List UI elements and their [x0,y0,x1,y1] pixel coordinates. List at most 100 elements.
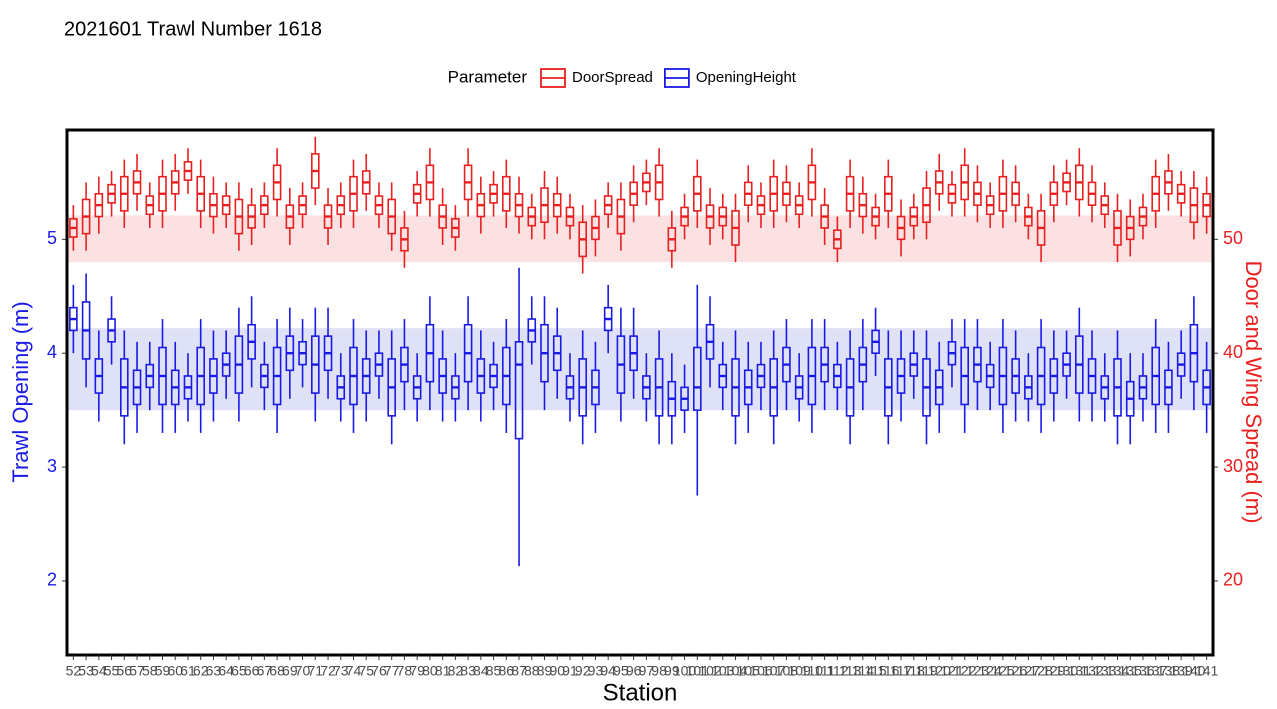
x-tick-label: 77 [384,663,400,679]
x-tick-label: 118 [903,663,926,679]
box [591,199,600,257]
x-tick-label: 101 [686,663,710,679]
x-tick-label: 104 [724,663,748,679]
box [820,188,829,246]
y-tick-label: 5 [47,228,57,248]
x-tick-label: 76 [371,663,387,679]
reference-band [67,215,1213,263]
box [514,267,524,567]
box [119,159,129,228]
box [756,182,766,228]
box [183,353,193,422]
box [998,319,1008,433]
box [196,319,206,433]
box [705,188,715,246]
box [667,353,677,445]
box [1113,193,1122,263]
x-tick-label: 86 [499,663,515,679]
box [1049,165,1059,223]
x-tick-label: 115 [864,663,887,679]
box [234,182,244,251]
box [412,353,422,422]
box [119,330,129,445]
box [489,341,498,411]
box [310,136,320,206]
box-body [514,341,524,440]
x-tick-label: 132 [1080,663,1104,679]
box [552,176,562,234]
box [501,319,511,433]
box [973,165,982,223]
box [565,353,575,422]
x-tick-label: 99 [664,663,680,679]
box [285,307,295,399]
box [616,307,626,422]
x-tick-label: 92 [575,663,591,679]
x-tick-label: 121 [940,663,964,679]
x-tick-label: 83 [460,663,476,679]
x-tick-label: 56 [117,663,133,679]
y-tick-label: 3 [47,456,57,476]
box [578,205,588,274]
box [654,148,664,217]
x-tick-label: 68 [269,663,285,679]
x-tick-label: 110 [801,663,824,679]
box [349,159,358,228]
box [960,319,970,433]
box [158,319,167,433]
x-tick-label: 55 [104,663,120,679]
box [361,330,371,422]
box [451,353,460,422]
box [349,319,358,433]
x-tick-label: 98 [651,663,667,679]
box [807,319,817,433]
x-tick-label: 97 [639,663,655,679]
box [667,210,677,268]
box [1062,159,1071,206]
box [247,296,256,388]
box [807,148,817,217]
box [374,330,384,399]
box [552,307,562,399]
box [922,330,931,445]
box [985,341,995,411]
box [629,165,638,223]
x-tick-label: 137 [1144,663,1168,679]
x-tick-label: 94 [600,663,616,679]
box [794,182,804,228]
box [145,341,155,411]
x-tick-label: 73 [333,663,349,679]
box [603,284,613,354]
box [1100,353,1110,422]
box [705,296,715,388]
x-tick-label: 84 [473,663,489,679]
box [883,159,893,228]
x-tick-label: 113 [839,663,862,679]
x-tick-label: 72 [320,663,336,679]
box [871,307,880,376]
box [81,273,91,388]
box [540,296,549,411]
box [629,307,638,399]
x-tick-label: 96 [626,663,642,679]
y-tick-label: 2 [47,570,57,590]
box [769,330,779,445]
box [1062,330,1071,399]
box [1138,193,1148,240]
box [209,176,218,234]
x-tick-label: 109 [787,663,811,679]
box [1164,153,1173,211]
box [909,330,919,399]
box [1036,193,1046,263]
x-tick-label: 119 [915,663,938,679]
x-tick-label: 140 [1182,663,1206,679]
box [858,319,868,411]
box [1100,182,1110,228]
box [642,353,651,422]
box [336,182,346,228]
box [310,307,320,422]
box [323,188,333,246]
x-tick-label: 91 [562,663,578,679]
x-tick-label: 93 [588,663,604,679]
